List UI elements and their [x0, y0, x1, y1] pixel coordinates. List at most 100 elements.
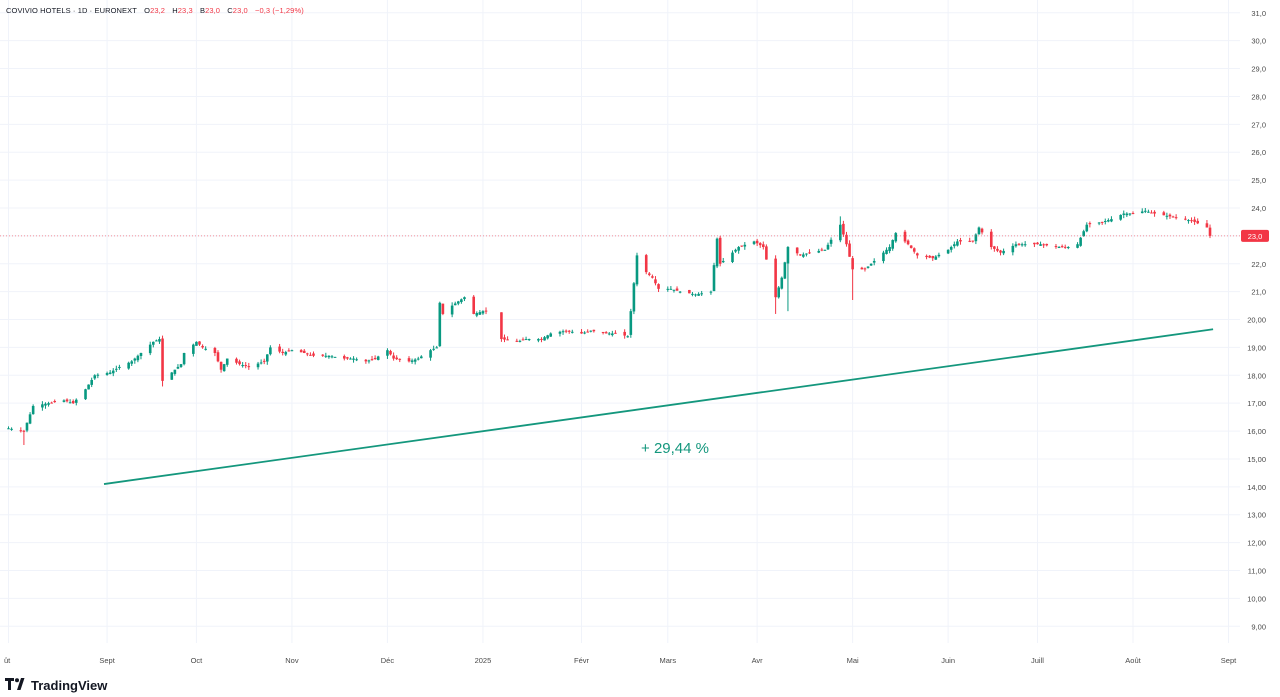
- x-tick-label: ût: [4, 656, 11, 665]
- candle-body: [355, 359, 358, 361]
- y-tick-label: 11,00: [1248, 566, 1266, 575]
- candle-body: [956, 241, 959, 246]
- candle-body: [111, 370, 115, 374]
- candle-body: [740, 245, 744, 247]
- candle-body: [780, 277, 784, 289]
- candle-body: [370, 359, 374, 361]
- candle-body: [644, 255, 648, 273]
- y-tick-label: 19,00: [1247, 343, 1266, 352]
- candle-body: [1100, 221, 1104, 223]
- candle-body: [993, 246, 996, 249]
- candle-body: [1144, 210, 1147, 212]
- candle-body: [50, 402, 53, 404]
- candle-body: [453, 303, 457, 306]
- candle-body: [691, 293, 694, 295]
- candle-body: [435, 347, 439, 349]
- candle-body: [284, 352, 288, 355]
- candle-body: [903, 231, 907, 242]
- legend-low: 23,0: [205, 6, 221, 15]
- candle-body: [373, 358, 377, 360]
- candle-body: [118, 366, 121, 368]
- candle-body: [651, 276, 654, 278]
- candle-body: [108, 372, 112, 374]
- candle-body: [909, 245, 913, 248]
- candle-body: [367, 360, 371, 362]
- candle-body: [349, 358, 352, 360]
- candle-body: [416, 358, 420, 360]
- candle-body: [872, 260, 876, 263]
- candle-body: [1020, 244, 1024, 246]
- y-tick-label: 9,00: [1251, 622, 1266, 631]
- candle-body: [420, 356, 423, 359]
- candle-body: [518, 340, 522, 342]
- legend-title: COVIVIO HOTELS · 1D · EURONEXT: [6, 6, 137, 15]
- y-tick-label: 29,0: [1251, 65, 1266, 74]
- candle-body: [863, 268, 867, 270]
- candle-body: [842, 223, 845, 235]
- candle-body: [262, 360, 266, 362]
- candle-body: [222, 364, 226, 372]
- y-tick-label: 21,0: [1251, 288, 1266, 297]
- candle-body: [10, 428, 13, 430]
- candle-body: [148, 344, 152, 354]
- candle-body: [47, 403, 50, 405]
- candle-body: [413, 359, 417, 362]
- candle-body: [820, 249, 824, 251]
- candle-body: [484, 310, 488, 312]
- y-tick-label: 17,00: [1247, 399, 1266, 408]
- candle-body: [974, 234, 978, 242]
- candle-body: [161, 338, 164, 381]
- candle-body: [179, 364, 183, 367]
- candle-body: [826, 244, 830, 250]
- candle-body: [115, 368, 118, 370]
- candle-body: [1208, 227, 1212, 236]
- candle-body: [1187, 220, 1190, 222]
- legend-open-label: O: [144, 6, 151, 15]
- candle-body: [845, 234, 848, 245]
- x-tick-label: Mai: [847, 656, 859, 665]
- candle-body: [173, 369, 177, 374]
- candle-body: [324, 355, 328, 357]
- candle-body: [1128, 213, 1132, 215]
- candle-body: [851, 258, 854, 270]
- candle-body: [481, 311, 485, 314]
- candle-body: [71, 400, 75, 404]
- x-tick-label: Juin: [941, 656, 955, 665]
- candle-body: [93, 375, 97, 379]
- trendline: [103, 328, 1214, 485]
- candle-body: [472, 296, 476, 314]
- candle-body: [170, 372, 174, 380]
- x-tick-label: Sept: [99, 656, 115, 665]
- candle-body: [894, 233, 898, 242]
- candle-body: [1168, 214, 1172, 217]
- candle-body: [31, 405, 35, 415]
- candle-body: [44, 403, 47, 406]
- candle-body: [1184, 218, 1187, 220]
- candle-body: [327, 355, 331, 358]
- candle-body: [546, 335, 549, 339]
- candle-body: [968, 240, 972, 242]
- candle-body: [623, 331, 626, 336]
- candle-body: [256, 363, 260, 368]
- y-tick-label: 31,0: [1251, 9, 1266, 18]
- candle-body: [626, 336, 630, 338]
- candle-body: [743, 244, 747, 247]
- candle-body: [925, 255, 928, 258]
- candle-body: [410, 360, 414, 362]
- tradingview-wordmark: TradingView: [31, 678, 108, 693]
- candle-body: [946, 249, 950, 254]
- candle-body: [407, 358, 411, 362]
- candle-body: [247, 366, 251, 368]
- candle-body: [928, 255, 931, 258]
- candle-body: [352, 358, 355, 360]
- candle-body: [364, 359, 368, 362]
- candle-body: [540, 338, 543, 340]
- candle-body: [74, 399, 78, 403]
- candle-body: [133, 358, 137, 361]
- tradingview-brand[interactable]: TradingView: [5, 678, 107, 693]
- candle-body: [278, 346, 281, 352]
- candle-body: [543, 337, 546, 341]
- candle-body: [866, 266, 870, 268]
